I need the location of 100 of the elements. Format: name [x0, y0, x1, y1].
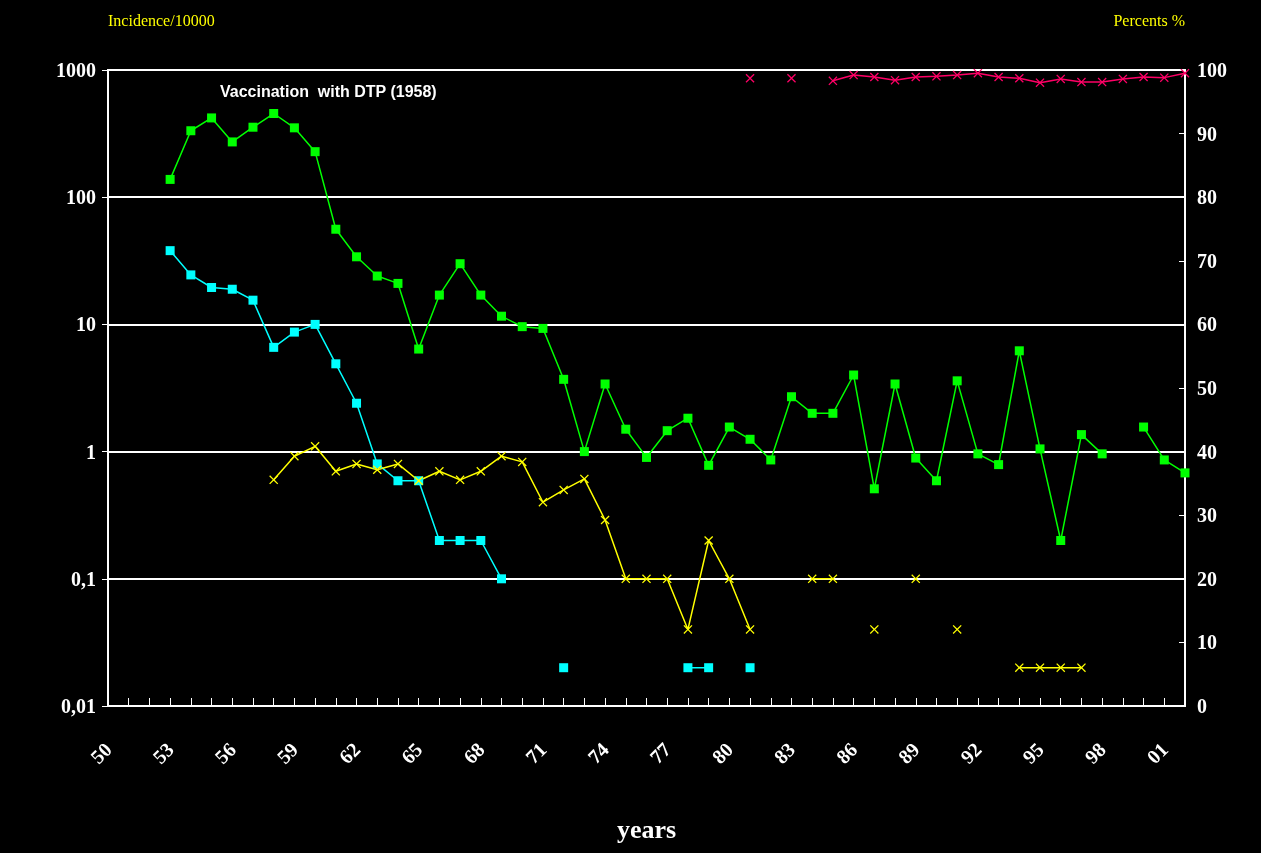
x-tick-label: 65 — [396, 738, 427, 768]
y-axis-title: Incidence/10000 — [108, 11, 215, 29]
point — [310, 441, 320, 451]
point — [517, 457, 527, 467]
point — [497, 574, 507, 584]
point — [683, 663, 693, 673]
x-tick-label: 62 — [334, 738, 365, 768]
point — [911, 453, 921, 463]
x-tick-label: 56 — [210, 738, 241, 768]
point — [393, 278, 403, 288]
point — [393, 476, 403, 486]
x-tick-label: 68 — [458, 738, 489, 768]
x-tick-label: 59 — [272, 738, 303, 768]
point — [434, 536, 444, 546]
point — [227, 284, 237, 294]
y2-axis-title: Percents % — [1113, 11, 1185, 29]
point — [931, 476, 941, 486]
point — [579, 474, 589, 484]
point — [642, 452, 651, 462]
point — [331, 224, 341, 234]
point — [1056, 536, 1066, 546]
x-tick-label: 95 — [1018, 738, 1048, 768]
point — [269, 342, 279, 352]
x-tick-label: 53 — [148, 738, 178, 768]
point — [331, 359, 341, 369]
point — [1076, 430, 1086, 440]
point — [352, 252, 362, 262]
point — [434, 290, 444, 300]
y2-tick-label: 30 — [1197, 504, 1217, 527]
point — [538, 323, 548, 333]
x-tick-label: 71 — [521, 738, 551, 768]
y2-tick-label: 60 — [1197, 313, 1217, 336]
point — [289, 123, 299, 133]
point — [289, 451, 299, 461]
point — [165, 174, 175, 184]
y-tick-label: 0,01 — [61, 695, 96, 717]
point — [683, 413, 693, 423]
point — [1035, 444, 1045, 454]
point — [579, 447, 589, 457]
point — [973, 449, 983, 459]
point — [828, 574, 838, 584]
point — [538, 497, 548, 507]
point — [1014, 346, 1024, 356]
point — [1097, 449, 1107, 459]
point — [207, 113, 217, 123]
point — [476, 536, 486, 546]
point — [994, 460, 1004, 470]
y2-tick-label: 80 — [1197, 186, 1217, 209]
x-tick-label: 92 — [955, 738, 986, 768]
point — [621, 424, 631, 434]
y2-tick-label: 50 — [1197, 377, 1217, 399]
point — [745, 663, 755, 673]
point — [745, 624, 755, 634]
x-axis-title: years — [616, 814, 677, 844]
point — [455, 536, 465, 546]
point — [766, 455, 776, 465]
point — [227, 137, 237, 147]
point — [186, 270, 196, 280]
point — [207, 283, 217, 293]
point — [289, 327, 299, 337]
point — [559, 374, 569, 384]
point — [1180, 468, 1190, 478]
y2-tick-label: 70 — [1197, 249, 1217, 272]
point — [600, 379, 610, 389]
y-tick-label: 1 — [86, 440, 96, 463]
y-tick-label: 0,1 — [71, 567, 96, 590]
point — [1035, 663, 1045, 673]
y-tick-label: 100 — [66, 186, 96, 209]
point — [1159, 455, 1169, 465]
point — [869, 484, 879, 494]
y2-tick-label: 10 — [1197, 631, 1217, 654]
point — [331, 466, 341, 476]
point — [414, 344, 424, 354]
y2-tick-label: 20 — [1197, 567, 1217, 590]
point — [497, 451, 507, 461]
point — [497, 311, 507, 321]
point — [1139, 422, 1149, 432]
x-tick-label: 83 — [769, 738, 800, 768]
point — [559, 663, 569, 673]
point — [952, 624, 962, 634]
point — [1076, 663, 1086, 673]
x-tick-label: 77 — [645, 738, 675, 768]
point — [683, 624, 693, 634]
point — [352, 398, 362, 408]
point — [807, 408, 817, 418]
point — [455, 259, 465, 269]
y2-tick-label: 90 — [1197, 122, 1217, 145]
point — [517, 322, 527, 332]
point — [642, 574, 651, 584]
point — [662, 426, 672, 436]
x-tick-label: 01 — [1142, 738, 1173, 768]
y-tick-label: 10 — [76, 313, 96, 336]
point — [269, 475, 279, 485]
point — [745, 434, 755, 444]
point — [704, 663, 714, 673]
point — [704, 460, 714, 470]
point — [849, 370, 859, 380]
x-tick-label: 80 — [707, 738, 738, 768]
point — [890, 379, 900, 389]
point — [186, 126, 196, 136]
